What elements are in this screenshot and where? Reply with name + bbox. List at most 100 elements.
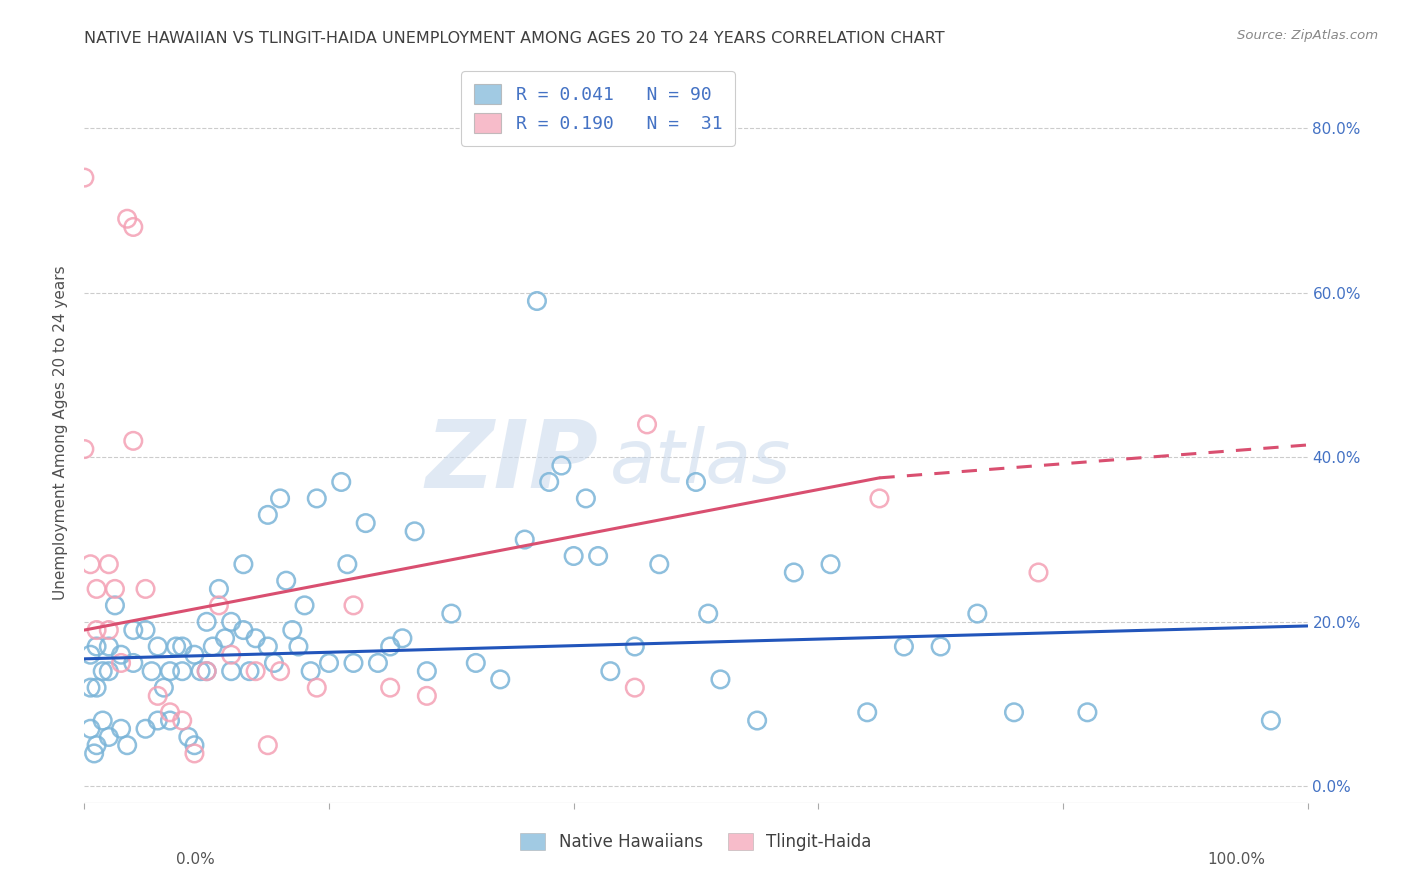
Point [380,640,402,654]
Point [1260,714,1282,728]
Point [342,599,364,613]
Point [153,681,176,695]
Point [391,632,413,646]
Y-axis label: Unemployment Among Ages 20 to 24 years: Unemployment Among Ages 20 to 24 years [53,265,69,600]
Point [97,664,120,678]
Text: 100.0%: 100.0% [1208,852,1265,867]
Point [172,664,194,678]
Point [1076,706,1098,720]
Point [135,582,157,596]
Point [550,458,572,473]
Point [122,434,145,448]
Text: ZIP: ZIP [425,417,598,508]
Point [929,640,952,654]
Point [79,722,101,736]
Point [97,640,120,654]
Point [336,558,359,572]
Point [624,681,647,695]
Point [489,673,512,687]
Point [110,648,132,662]
Point [367,656,389,670]
Legend: Native Hawaiians, Tlingit-Haida: Native Hawaiians, Tlingit-Haida [513,826,879,857]
Point [208,599,231,613]
Point [269,491,291,506]
Point [177,730,200,744]
Point [110,722,132,736]
Point [86,640,108,654]
Point [269,664,291,678]
Point [464,656,486,670]
Point [232,623,254,637]
Point [86,623,108,637]
Point [91,664,114,678]
Point [538,475,561,489]
Point [97,730,120,744]
Point [330,475,353,489]
Point [513,533,536,547]
Point [86,681,108,695]
Point [305,491,328,506]
Point [172,640,194,654]
Point [195,615,218,629]
Point [122,623,145,637]
Point [586,549,609,563]
Point [172,714,194,728]
Point [104,582,127,596]
Point [190,664,212,678]
Point [165,640,187,654]
Point [599,664,621,678]
Point [281,623,304,637]
Point [893,640,915,654]
Point [159,714,181,728]
Point [624,640,647,654]
Point [135,623,157,637]
Point [747,714,769,728]
Point [86,582,108,596]
Point [141,664,163,678]
Point [219,648,242,662]
Point [208,582,231,596]
Text: 0.0%: 0.0% [176,852,215,867]
Point [146,714,169,728]
Text: atlas: atlas [610,426,792,499]
Point [526,293,548,308]
Point [97,623,120,637]
Point [238,664,260,678]
Point [276,574,298,588]
Point [195,664,218,678]
Point [697,607,720,621]
Point [219,664,242,678]
Point [201,640,224,654]
Point [115,211,138,226]
Point [97,558,120,572]
Point [79,681,101,695]
Point [257,508,280,522]
Point [86,738,108,752]
Point [159,664,181,678]
Point [159,706,181,720]
Point [245,632,267,646]
Point [342,656,364,670]
Point [263,656,285,670]
Point [135,722,157,736]
Point [440,607,463,621]
Point [115,738,138,752]
Point [219,615,242,629]
Point [354,516,377,530]
Point [214,632,236,646]
Point [820,558,842,572]
Point [183,738,205,752]
Point [195,664,218,678]
Point [79,558,101,572]
Point [183,747,205,761]
Point [1028,566,1050,580]
Point [73,170,96,185]
Point [299,664,322,678]
Point [122,656,145,670]
Point [104,599,127,613]
Point [869,491,891,506]
Point [685,475,707,489]
Point [856,706,879,720]
Point [257,738,280,752]
Point [73,442,96,456]
